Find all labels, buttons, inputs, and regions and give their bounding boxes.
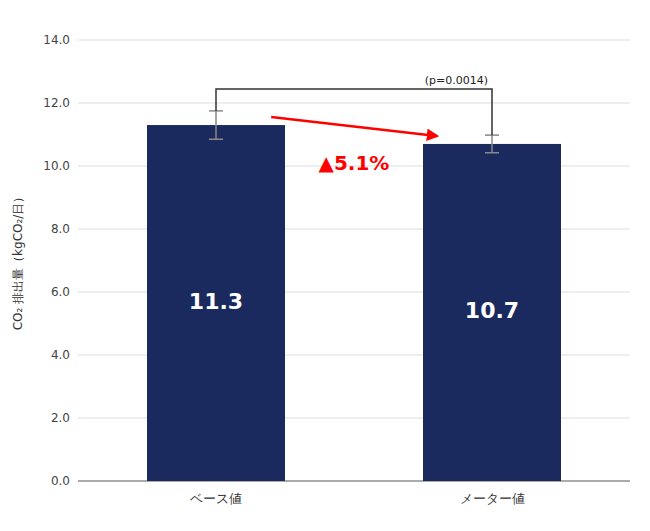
bars <box>147 111 561 481</box>
grid-line <box>78 40 630 41</box>
grid-line <box>78 103 630 104</box>
error-bar <box>485 135 499 153</box>
y-axis-label: CO₂ 排出量（kgCO₂/日） <box>11 191 25 331</box>
y-tick-label: 10.0 <box>43 159 70 173</box>
p-value: (p=0.0014) <box>425 74 488 87</box>
data-label: 11.3 <box>189 289 243 314</box>
y-tick-label: 2.0 <box>51 411 70 425</box>
y-tick-label: 14.0 <box>43 33 70 47</box>
y-tick-label: 8.0 <box>51 222 70 236</box>
data-label: 10.7 <box>465 298 519 323</box>
x-tick-label: ベース値 <box>190 491 242 506</box>
x-tick-label: メーター値 <box>460 491 525 506</box>
change-arrow <box>271 117 437 136</box>
significance-bracket <box>216 89 492 135</box>
grid <box>78 40 630 481</box>
bar <box>147 125 285 481</box>
chart: 0.0 2.0 4.0 6.0 8.0 10.0 12.0 14.0 CO₂ 排出量（kgCO₂… <box>0 0 650 531</box>
change-label: ▲5.1% <box>319 151 390 175</box>
error-bar <box>209 111 223 139</box>
y-tick-label: 4.0 <box>51 348 70 362</box>
y-tick-label: 6.0 <box>51 285 70 299</box>
y-tick-label: 0.0 <box>51 474 70 488</box>
y-tick-label: 12.0 <box>43 96 70 110</box>
bar <box>423 144 561 481</box>
